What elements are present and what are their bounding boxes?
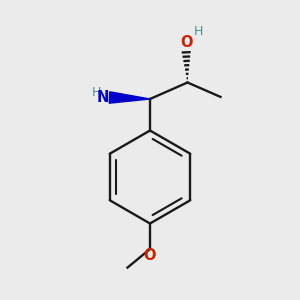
Text: H: H xyxy=(193,25,203,38)
Text: O: O xyxy=(144,248,156,263)
Text: N: N xyxy=(97,90,109,105)
Polygon shape xyxy=(109,92,150,103)
Text: H: H xyxy=(91,85,101,99)
Text: O: O xyxy=(181,35,193,50)
